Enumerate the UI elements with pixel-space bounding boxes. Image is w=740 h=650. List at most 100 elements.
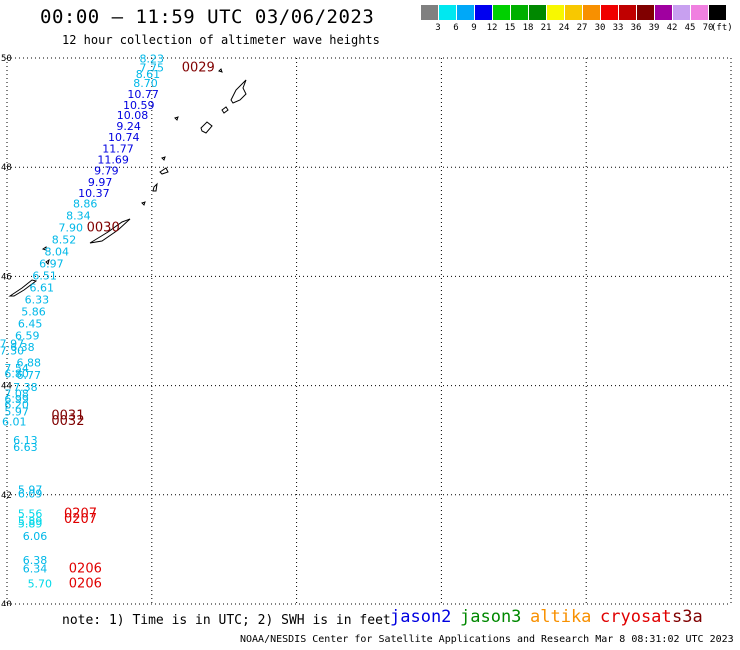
scale-swatch-42 xyxy=(655,5,672,20)
scale-swatch-6 xyxy=(439,5,456,20)
wave-height-label: 5.89 xyxy=(18,515,43,528)
coastline-shiashkotan xyxy=(200,121,213,134)
wave-height-label: 8.34 xyxy=(66,210,91,223)
wave-height-label: 6.01 xyxy=(2,415,27,428)
pass-time-label: 0029 xyxy=(182,61,215,76)
wave-height-label: 8.86 xyxy=(73,198,98,211)
wave-height-label: 7.38 xyxy=(13,381,38,394)
coastline-ketoy xyxy=(152,182,158,192)
wave-height-label: 7.08 xyxy=(4,388,29,401)
pass-time-label: 0031 xyxy=(51,408,84,423)
coastline-urup xyxy=(89,218,131,244)
wave-height-observations: 8.237.758.618.7010.7710.5910.089.2410.74… xyxy=(0,52,164,590)
credit-line: NOAA/NESDIS Center for Satellite Applica… xyxy=(240,634,734,645)
coastline-simushir xyxy=(159,167,169,175)
wave-height-label: 8.52 xyxy=(52,234,77,247)
scale-label-27: 27 xyxy=(576,23,588,33)
wave-height-label: 6.34 xyxy=(23,562,48,575)
coastline-iturup xyxy=(8,279,38,297)
scale-swatch-30 xyxy=(583,5,600,20)
wave-height-label: 5.86 xyxy=(21,306,46,319)
wave-height-label: 5.97 xyxy=(18,484,43,497)
coastline-islet-b xyxy=(45,258,50,265)
wave-height-label: 6.06 xyxy=(23,530,48,543)
wave-height-label: 5.89 xyxy=(18,518,43,531)
wave-height-label: 8.04 xyxy=(44,246,69,259)
coastline-onekotan xyxy=(221,106,229,114)
coastline-islet-c xyxy=(141,201,146,206)
wave-height-label: 6.99 xyxy=(4,393,29,406)
coastline-matua xyxy=(174,116,179,121)
wave-height-label: 6.33 xyxy=(25,294,50,307)
wave-height-label: 11.77 xyxy=(102,142,134,155)
scale-label-15: 15 xyxy=(504,23,516,33)
pass-time-label: 0207 xyxy=(64,507,97,522)
wave-height-label: 10.59 xyxy=(123,99,155,112)
scale-label-18: 18 xyxy=(522,23,534,33)
scale-swatch-24 xyxy=(547,5,564,20)
wave-height-label: 8.61 xyxy=(136,68,161,81)
scale-swatch-39 xyxy=(637,5,654,20)
wave-height-label: 7.54 xyxy=(4,362,29,375)
scale-label-12: 12 xyxy=(486,23,498,33)
pass-time-label: 0030 xyxy=(87,221,120,236)
wave-height-label: 9.97 xyxy=(88,176,113,189)
scale-swatch-33 xyxy=(601,5,618,20)
scale-swatch-27 xyxy=(565,5,582,20)
wave-height-label: 6.38 xyxy=(23,554,48,567)
y-tick-label: 48 xyxy=(1,163,12,173)
wave-height-label: 7.90 xyxy=(58,222,83,235)
pass-time-label: 0207 xyxy=(64,512,97,527)
y-tick-label: 42 xyxy=(1,491,12,501)
y-tick-label: 40 xyxy=(1,600,12,606)
wave-height-label: 6.80 xyxy=(4,367,29,380)
pass-time-label: 0206 xyxy=(69,577,102,592)
satellite-jason3-label: jason3 xyxy=(460,607,522,627)
coastline-islet-a xyxy=(41,246,47,251)
wave-height-label: 6.97 xyxy=(39,258,64,271)
wave-height-label: 5.56 xyxy=(18,508,43,521)
y-tick-label: 44 xyxy=(1,382,12,392)
wave-height-label: 6.59 xyxy=(15,330,40,343)
scale-swatch-45 xyxy=(673,5,690,20)
satellite-s3a-label: s3a xyxy=(672,607,703,627)
scale-swatch-9 xyxy=(457,5,474,20)
pass-time-label: 0032 xyxy=(51,414,84,429)
scale-label-45: 45 xyxy=(684,23,696,33)
lat-lon-grid xyxy=(6,57,732,605)
scale-swatch-21 xyxy=(529,5,546,20)
satellite-jason2-label: jason2 xyxy=(390,607,452,627)
wave-height-label: 10.37 xyxy=(78,187,110,200)
pass-time-label: 0206 xyxy=(69,561,102,576)
scale-label-36: 36 xyxy=(630,23,642,33)
axis-tick-labels: 150153156159162165504846444240 xyxy=(1,54,12,606)
wave-height-label: 6.38 xyxy=(10,341,35,354)
wave-height-label: 6.09 xyxy=(18,488,43,501)
wave-height-label: 9.79 xyxy=(94,164,119,177)
wave-height-label: 6.63 xyxy=(13,441,38,454)
scale-swatch-15 xyxy=(493,5,510,20)
wave-height-label: 8.23 xyxy=(140,52,165,65)
wave-height-label: 11.69 xyxy=(97,153,129,166)
scale-swatch-3 xyxy=(421,5,438,20)
coastlines xyxy=(8,68,247,297)
scale-label-42: 42 xyxy=(666,23,678,33)
scale-swatch-36 xyxy=(619,5,636,20)
map-frame xyxy=(7,58,731,604)
wave-height-label: 9.24 xyxy=(116,120,141,133)
scale-label-24: 24 xyxy=(558,23,570,33)
scale-swatch-max xyxy=(709,5,726,20)
scale-unit-label: (ft) xyxy=(711,23,733,33)
wave-height-label: 6.88 xyxy=(16,356,41,369)
scale-label-3: 3 xyxy=(435,23,441,33)
wave-height-label: 5.70 xyxy=(28,578,53,591)
scale-label-30: 30 xyxy=(594,23,606,33)
wave-height-label: 10.77 xyxy=(127,88,159,101)
wave-height-label: 6.45 xyxy=(18,318,43,331)
altimeter-map: 150153156159162165504846444240 8.237.758… xyxy=(0,52,732,606)
wave-height-label: 7.30 xyxy=(0,344,24,357)
map-title: 00:00 – 11:59 UTC 03/06/2023 xyxy=(40,6,375,28)
wave-height-label: 8.70 xyxy=(133,77,158,90)
coastline-paramushir xyxy=(230,79,247,104)
